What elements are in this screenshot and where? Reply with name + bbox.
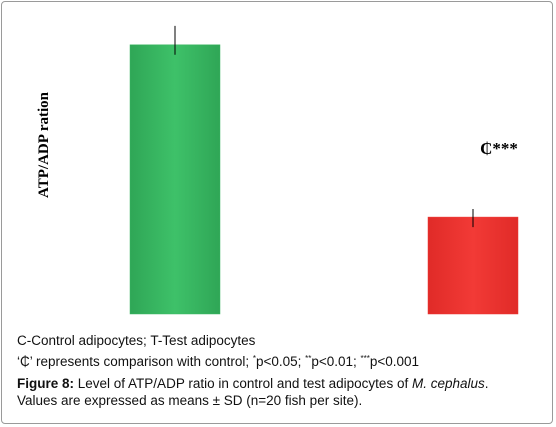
sig3-text: p<0.001 [369, 354, 420, 369]
sig1-mark: * [252, 354, 256, 363]
significance-annotation: ₵*** [480, 139, 518, 158]
notes-line-2-prefix: ‘₵’ represents comparison with control; [17, 354, 253, 369]
notes-line-1: C-Control adipocytes; T-Test adipocytes [17, 333, 256, 348]
figure-caption: Figure 8: Level of ATP/ADP ratio in cont… [17, 375, 547, 409]
bars-group [129, 25, 519, 315]
bar-c [129, 44, 221, 315]
y-axis-label: ATP/ADP ration [36, 91, 52, 198]
sig3-mark: *** [360, 354, 370, 363]
bar-chart: ATP/ADP ration ₵*** [36, 25, 519, 315]
sig2-mark: ** [305, 354, 312, 363]
caption-text-2: . [484, 376, 489, 391]
notes-line-2: ‘₵’ represents comparison with control; … [17, 350, 547, 371]
caption-label: Figure 8: [17, 376, 75, 391]
figure-notes: C-Control adipocytes; T-Test adipocytes … [17, 332, 547, 371]
caption-line-1: Figure 8: Level of ATP/ADP ratio in cont… [17, 375, 547, 392]
caption-line-2: Values are expressed as means ± SD (n=20… [17, 393, 363, 408]
bar-t [427, 216, 519, 315]
caption-text-1: Level of ATP/ADP ratio in control and te… [74, 376, 412, 391]
sig2-text: p<0.01; [311, 354, 361, 369]
sig1-text: p<0.05; [255, 354, 306, 369]
caption-species: M. cephalus [411, 376, 485, 391]
